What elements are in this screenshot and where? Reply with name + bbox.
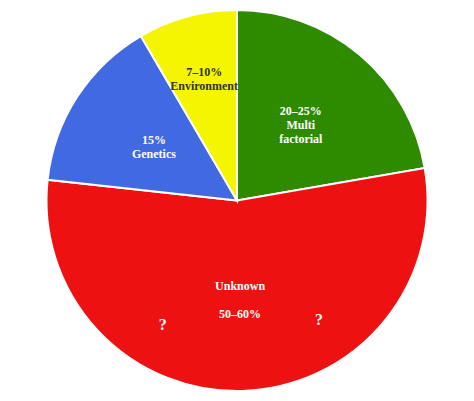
slice-label: 7–10%Environment [170,65,238,93]
annotations: ?? [159,311,323,333]
slice [141,10,237,201]
pie: 20–25%Multifactorial Unknown50–60% 15%Gene… [47,10,428,391]
slice-label: 20–25%Multifactorial [279,104,323,146]
labels: 20–25%Multifactorial Unknown50–60% 15%Gene… [132,65,323,320]
slice-label: Unknown50–60% [215,279,265,321]
annotation: ? [315,311,323,328]
chart: 20–25%Multifactorial Unknown50–60% 15%Gene… [0,0,474,401]
slices [47,10,428,391]
slice-label: 15%Genetics [132,133,176,161]
annotation: ? [159,316,167,333]
